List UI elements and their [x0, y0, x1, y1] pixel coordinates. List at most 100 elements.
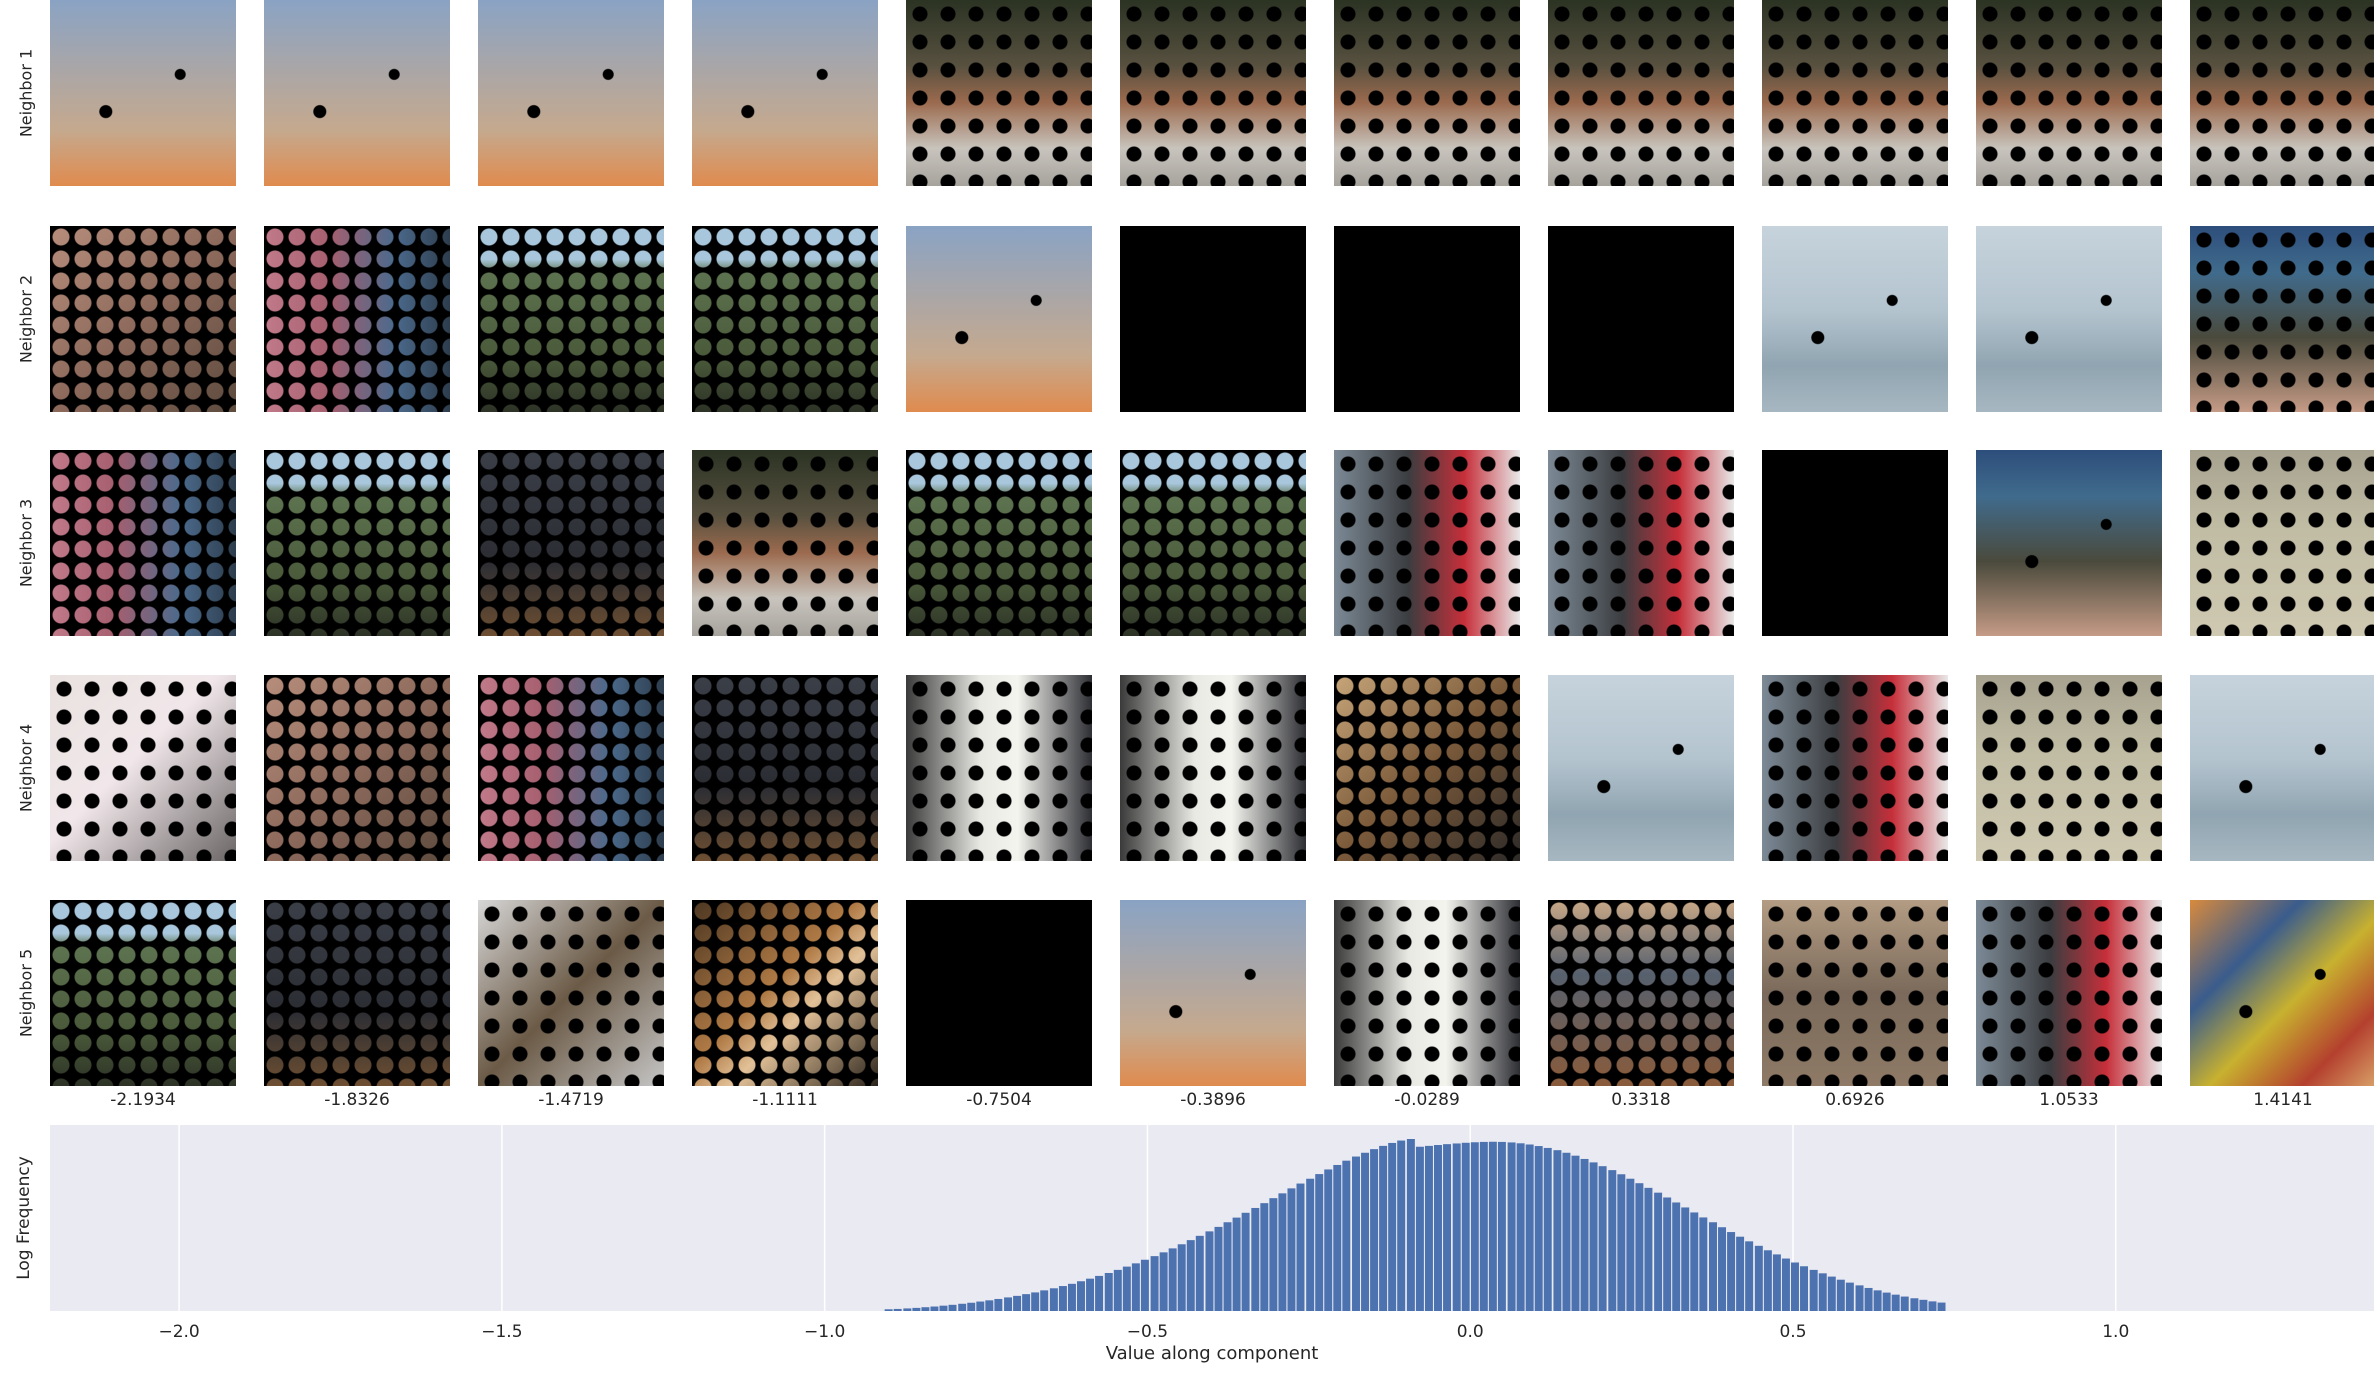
- patch-mask-overlay: [478, 675, 664, 861]
- histogram-bar: [1379, 1145, 1388, 1311]
- histogram-bar: [1095, 1275, 1104, 1311]
- neighbor-thumbnail: [1548, 0, 1734, 186]
- row-label-text: Neighbor 3: [16, 498, 36, 588]
- histogram-xtick-label: 1.0: [2102, 1322, 2130, 1342]
- patch-mask-overlay: [1762, 675, 1948, 861]
- patch-mask-overlay: [478, 0, 664, 186]
- neighbor-thumbnail: [1762, 0, 1948, 186]
- histogram-bar: [1324, 1169, 1333, 1311]
- patch-mask-overlay: [1548, 900, 1734, 1086]
- patch-mask-overlay: [1120, 900, 1306, 1086]
- histogram-bar: [1434, 1145, 1442, 1311]
- histogram-bar: [1818, 1273, 1827, 1311]
- patch-mask-overlay: [264, 675, 450, 861]
- histogram-bar: [1763, 1250, 1772, 1311]
- histogram-bar: [1681, 1207, 1690, 1311]
- histogram-y-axis-label-text: Log Frequency: [14, 1156, 34, 1280]
- histogram-bar: [1553, 1150, 1562, 1311]
- neighbor-thumbnail: [1976, 675, 2162, 861]
- histogram-bar: [1195, 1235, 1204, 1311]
- histogram-bar: [1352, 1156, 1360, 1311]
- neighbor-thumbnail: [1762, 675, 1948, 861]
- histogram-bar: [1617, 1174, 1626, 1311]
- patch-mask-overlay: [692, 0, 878, 186]
- patch-mask-overlay: [2190, 450, 2374, 636]
- neighbor-thumbnail: [1976, 900, 2162, 1086]
- patch-mask-overlay: [1762, 226, 1948, 412]
- histogram-bar: [930, 1306, 939, 1311]
- histogram-x-axis-label: Value along component: [1105, 1343, 1319, 1364]
- patch-mask-overlay: [1762, 450, 1948, 636]
- histogram-bar: [1845, 1282, 1854, 1311]
- patch-mask-overlay: [1120, 450, 1306, 636]
- histogram-bar: [1937, 1302, 1946, 1311]
- patch-mask-overlay: [906, 450, 1092, 636]
- neighbor-thumbnail: [1762, 900, 1948, 1086]
- histogram-bar: [1333, 1164, 1342, 1311]
- histogram-bar: [1461, 1142, 1470, 1311]
- column-value-label: -1.4719: [538, 1090, 604, 1110]
- histogram-bar: [1855, 1285, 1864, 1311]
- patch-mask-overlay: [50, 900, 236, 1086]
- histogram-bar: [1672, 1202, 1681, 1311]
- histogram-bar: [1663, 1197, 1672, 1311]
- patch-mask-overlay: [1334, 0, 1520, 186]
- patch-mask-overlay: [2190, 226, 2374, 412]
- patch-mask-overlay: [1334, 450, 1520, 636]
- neighbor-thumbnail: [1120, 0, 1306, 186]
- patch-mask-overlay: [692, 900, 878, 1086]
- histogram-bar: [884, 1309, 893, 1311]
- histogram-bar: [1772, 1254, 1781, 1311]
- neighbor-thumbnail: [1976, 226, 2162, 412]
- histogram-bar: [1470, 1142, 1479, 1311]
- neighbor-thumbnail: [478, 900, 664, 1086]
- histogram-bar: [1836, 1279, 1845, 1311]
- histogram-bar: [1342, 1160, 1351, 1311]
- neighbor-thumbnail: [1334, 450, 1520, 636]
- column-value-label: 0.3318: [1611, 1090, 1671, 1110]
- patch-mask-overlay: [1334, 675, 1520, 861]
- histogram-bar: [1067, 1283, 1076, 1311]
- histogram-bar: [1296, 1183, 1305, 1311]
- neighbor-thumbnail: [2190, 675, 2374, 861]
- histogram-bar: [1232, 1217, 1241, 1311]
- histogram-bar: [1571, 1155, 1580, 1311]
- histogram-bar: [958, 1303, 967, 1311]
- neighbor-thumbnail: [264, 450, 450, 636]
- histogram-bar: [985, 1300, 994, 1311]
- neighbor-thumbnail: [1548, 226, 1734, 412]
- patch-mask-overlay: [1334, 900, 1520, 1086]
- histogram-bar: [1910, 1298, 1919, 1311]
- neighbor-thumbnail: [1120, 450, 1306, 636]
- histogram-bar: [1278, 1193, 1287, 1311]
- histogram-bar: [1159, 1252, 1168, 1311]
- histogram-plot: [178, 1125, 2117, 1311]
- histogram-bar: [1699, 1217, 1708, 1311]
- neighbor-thumbnail: [1976, 450, 2162, 636]
- histogram-bar: [1507, 1142, 1516, 1311]
- histogram-bar: [1497, 1141, 1506, 1311]
- histogram-bar: [1598, 1166, 1607, 1311]
- patch-mask-overlay: [1762, 900, 1948, 1086]
- patch-mask-overlay: [1976, 226, 2162, 412]
- histogram-axes: [50, 1125, 2374, 1311]
- histogram-bar: [1873, 1290, 1882, 1311]
- neighbor-thumbnail: [1120, 675, 1306, 861]
- histogram-bar: [1214, 1226, 1223, 1311]
- histogram-bar: [1269, 1198, 1278, 1311]
- patch-mask-overlay: [692, 675, 878, 861]
- patch-mask-overlay: [1976, 0, 2162, 186]
- neighbor-thumbnail: [50, 900, 236, 1086]
- histogram-bar: [1718, 1227, 1727, 1311]
- neighbor-thumbnail: [478, 450, 664, 636]
- patch-mask-overlay: [2190, 675, 2374, 861]
- histogram-bar: [1031, 1292, 1040, 1311]
- neighbor-thumbnail: [906, 675, 1092, 861]
- neighbor-thumbnail: [906, 0, 1092, 186]
- neighbor-thumbnail: [906, 226, 1092, 412]
- neighbor-thumbnail: [1120, 900, 1306, 1086]
- neighbor-thumbnail: [2190, 226, 2374, 412]
- patch-mask-overlay: [1762, 0, 1948, 186]
- histogram-bar: [1790, 1262, 1799, 1311]
- histogram-xtick-label: 0.5: [1779, 1322, 1807, 1342]
